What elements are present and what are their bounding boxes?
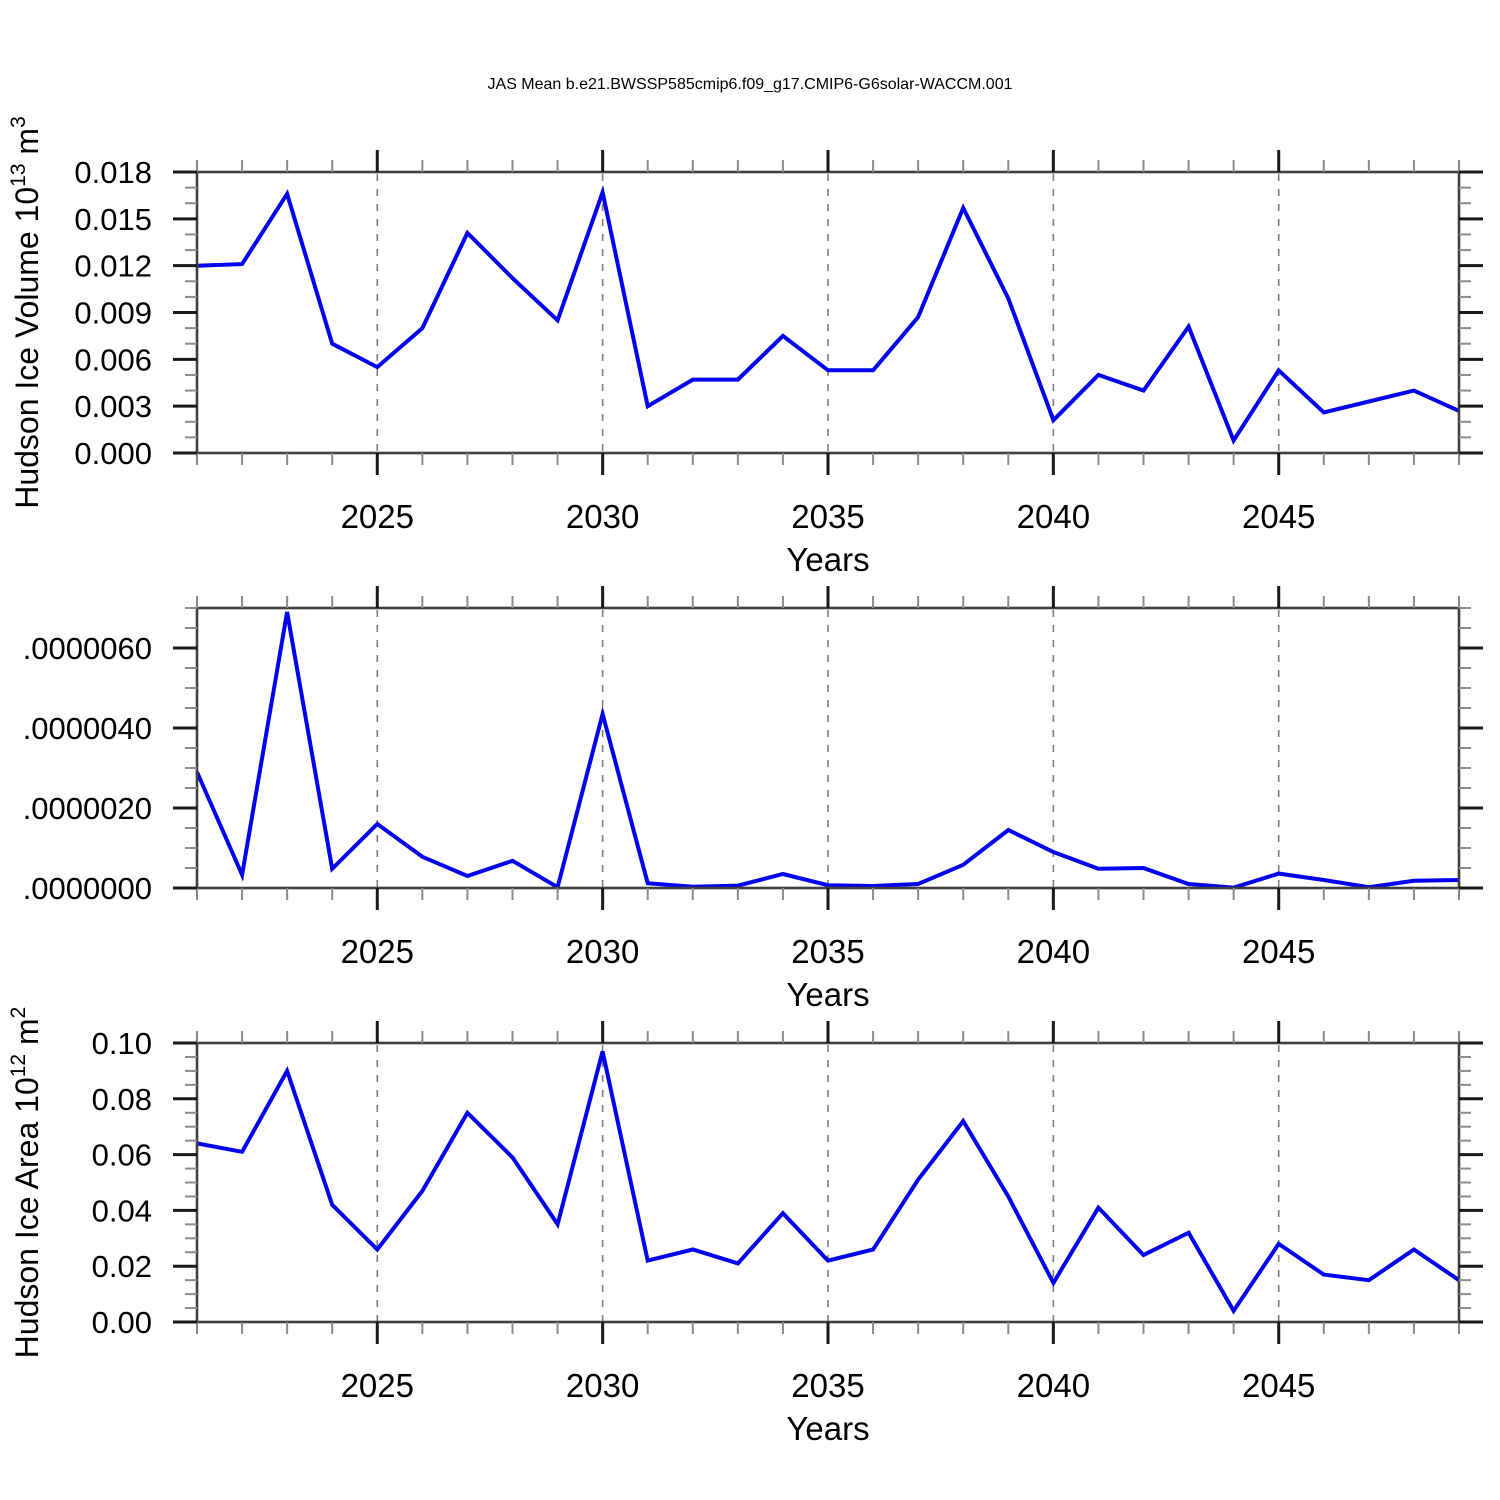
y-tick-label: .0000060	[23, 631, 152, 666]
x-tick-label: 2045	[1242, 1367, 1315, 1404]
x-axis-title: Years	[786, 1410, 869, 1447]
x-tick-label: 2045	[1242, 933, 1315, 970]
x-tick-label: 2040	[1017, 498, 1090, 535]
y-tick-label: 0.000	[74, 436, 152, 471]
y-tick-label: 0.012	[74, 249, 152, 284]
y-axis-title: Hudson Ice Area 1012 m2	[7, 1007, 45, 1359]
y-tick-label: .0000020	[23, 791, 152, 826]
data-line-bottom	[196, 1050, 1461, 1315]
chart-title: JAS Mean b.e21.BWSSP585cmip6.f09_g17.CMI…	[487, 76, 1013, 93]
x-tick-label: 2030	[566, 498, 639, 535]
y-tick-label: 0.003	[74, 389, 152, 424]
y-tick-label: 0.018	[74, 155, 152, 190]
y-tick-label: .0000040	[23, 711, 152, 746]
x-tick-label: 2030	[566, 1367, 639, 1404]
x-tick-label: 2035	[791, 1367, 864, 1404]
x-tick-label: 2035	[791, 933, 864, 970]
y-tick-label: 0.00	[92, 1305, 152, 1340]
y-tick-label: 0.10	[92, 1026, 152, 1061]
y-tick-label: .0000000	[23, 871, 152, 906]
x-axis-title: Years	[786, 976, 869, 1013]
x-axis-title: Years	[786, 541, 869, 578]
data-line-middle	[195, 611, 1460, 891]
y-tick-label: 0.06	[92, 1138, 152, 1173]
x-tick-label: 2030	[566, 933, 639, 970]
y-tick-label: 0.02	[92, 1249, 152, 1284]
y-tick-label: 0.006	[74, 342, 152, 377]
x-tick-label: 2040	[1017, 933, 1090, 970]
y-tick-label: 0.04	[92, 1193, 152, 1228]
x-tick-label: 2025	[341, 1367, 414, 1404]
y-axis-title: Hudson Ice Volume 1013 m3	[7, 116, 45, 509]
y-tick-label: 0.015	[74, 202, 152, 237]
x-tick-label: 2025	[341, 933, 414, 970]
x-tick-label: 2040	[1017, 1367, 1090, 1404]
data-line-top	[196, 184, 1460, 445]
x-tick-label: 2045	[1242, 498, 1315, 535]
x-tick-label: 2025	[341, 498, 414, 535]
x-tick-label: 2035	[791, 498, 864, 535]
y-tick-label: 0.08	[92, 1082, 152, 1117]
y-tick-label: 0.009	[74, 296, 152, 331]
